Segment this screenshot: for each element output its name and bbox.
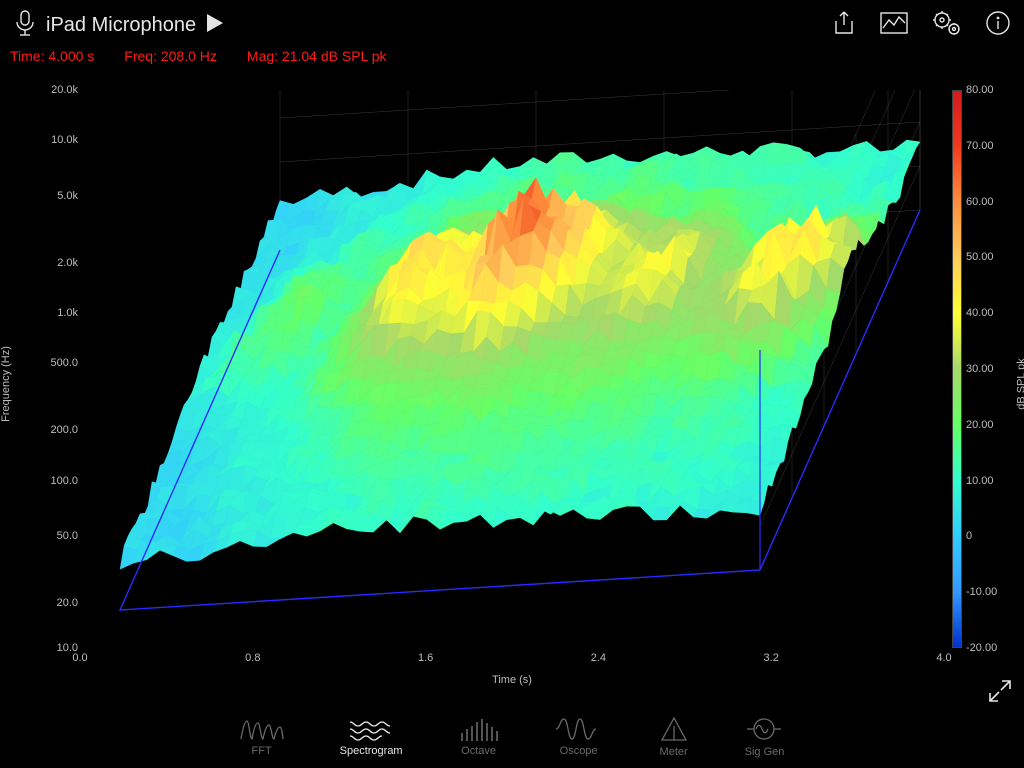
colorbar-tick: 40.00 [966, 307, 994, 319]
freq-tick: 500.0 [50, 357, 78, 369]
oscope-icon [555, 717, 603, 741]
share-icon[interactable] [832, 10, 856, 41]
colorbar-tick: 50.00 [966, 251, 994, 263]
colorbar-tick: -20.00 [966, 642, 997, 654]
freq-axis-label: Frequency (Hz) [0, 346, 12, 422]
tab-fft[interactable]: FFT [240, 717, 284, 757]
readout-bar: Time: 4.000 s Freq: 208.0 Hz Mag: 21.04 … [10, 48, 386, 64]
tab-siggen[interactable]: Sig Gen [745, 716, 785, 758]
tab-label: Spectrogram [340, 745, 403, 757]
bottom-tabbar: FFT Spectrogram Octave Oscope Meter Sig Gen [0, 706, 1024, 768]
tab-oscope[interactable]: Oscope [555, 717, 603, 757]
octave-icon [459, 717, 499, 741]
tab-meter[interactable]: Meter [659, 716, 689, 758]
freq-tick: 20.0k [51, 84, 78, 96]
freq-tick: 2.0k [57, 257, 78, 269]
readout-freq: Freq: 208.0 Hz [124, 48, 217, 64]
time-tick: 2.4 [591, 652, 606, 664]
time-tick: 4.0 [936, 652, 951, 664]
readout-mag: Mag: 21.04 dB SPL pk [247, 48, 387, 64]
colorbar: 80.0070.0060.0050.0040.0030.0020.0010.00… [952, 90, 1002, 648]
freq-tick: 100.0 [50, 475, 78, 487]
colorbar-tick: 10.00 [966, 475, 994, 487]
time-tick: 0.8 [245, 652, 260, 664]
tab-label: FFT [252, 745, 272, 757]
freq-tick: 20.0 [57, 597, 78, 609]
meter-icon [659, 716, 689, 742]
chart-stage: Frequency (Hz) 20.0k 10.0k 5.0k 2.0k 1.0k 500… [0, 70, 1024, 698]
time-tick: 0.0 [72, 652, 87, 664]
spectrogram-surface[interactable] [80, 90, 944, 648]
tab-octave[interactable]: Octave [459, 717, 499, 757]
freq-tick: 10.0k [51, 134, 78, 146]
expand-icon[interactable] [988, 679, 1012, 708]
colorbar-tick: 60.00 [966, 196, 994, 208]
info-icon[interactable] [986, 11, 1010, 40]
freq-tick: 50.0 [57, 530, 78, 542]
freq-axis: 20.0k10.0k5.0k2.0k1.0k500.0200.0100.050.… [28, 90, 78, 648]
spectrogram-icon [349, 717, 393, 741]
siggen-icon [746, 716, 782, 742]
source-title[interactable]: iPad Microphone [46, 14, 196, 37]
mic-icon[interactable] [14, 10, 36, 41]
settings-gear-icon[interactable] [932, 10, 962, 41]
tab-label: Sig Gen [745, 746, 785, 758]
colorbar-tick: -10.00 [966, 586, 997, 598]
freq-tick: 1.0k [57, 307, 78, 319]
colorbar-tick: 20.00 [966, 419, 994, 431]
fft-icon [240, 717, 284, 741]
play-icon[interactable] [206, 13, 224, 38]
colorbar-tick: 30.00 [966, 363, 994, 375]
time-tick: 3.2 [764, 652, 779, 664]
freq-tick: 5.0k [57, 190, 78, 202]
colorbar-label: dB SPL pk [1016, 358, 1024, 410]
top-toolbar: iPad Microphone [0, 0, 1024, 50]
colorbar-tick: 80.00 [966, 84, 994, 96]
tab-label: Oscope [560, 745, 598, 757]
readout-time: Time: 4.000 s [10, 48, 94, 64]
time-axis-label: Time (s) [492, 674, 532, 686]
tab-spectrogram[interactable]: Spectrogram [340, 717, 403, 757]
colorbar-tick: 70.00 [966, 140, 994, 152]
colorbar-tick: 0 [966, 530, 972, 542]
tab-label: Meter [660, 746, 688, 758]
time-tick: 1.6 [418, 652, 433, 664]
time-axis: Time (s) 0.00.81.62.43.24.0 [80, 648, 944, 690]
tab-label: Octave [461, 745, 496, 757]
freq-tick: 200.0 [50, 424, 78, 436]
chart-icon[interactable] [880, 12, 908, 39]
